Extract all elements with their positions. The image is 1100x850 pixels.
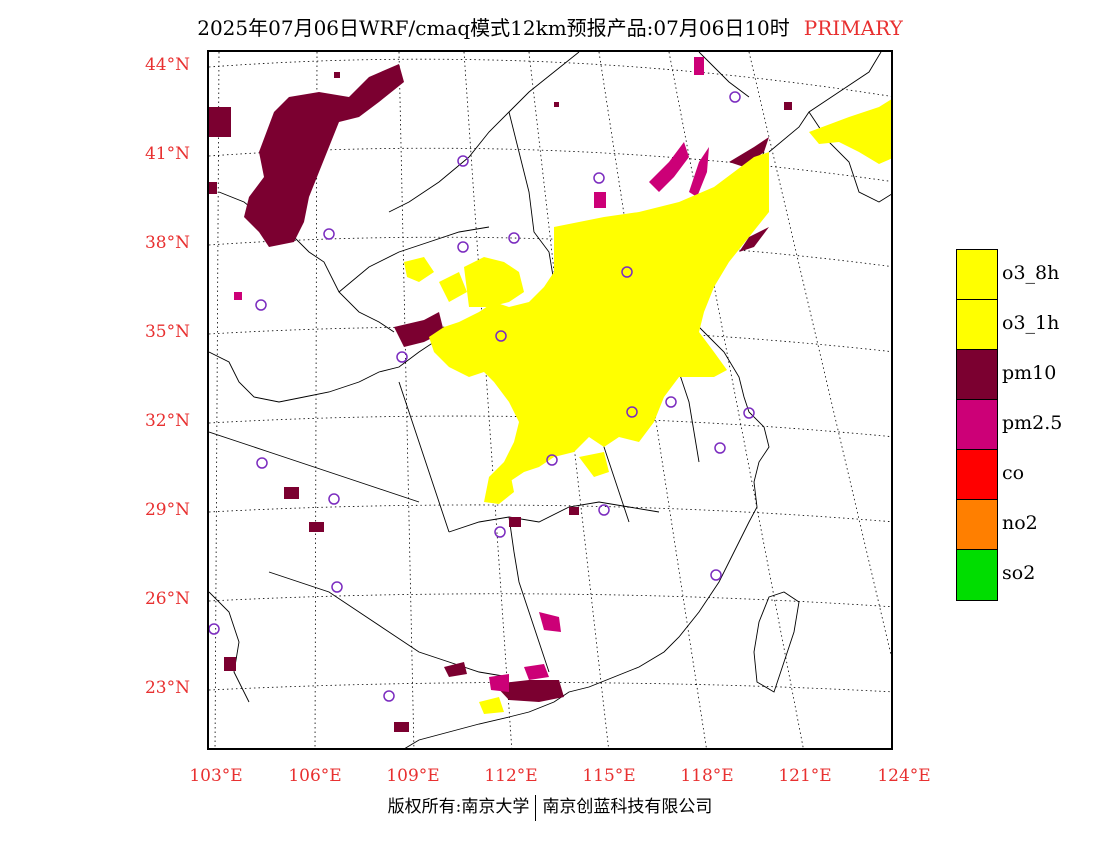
lon-label-103: 103°E <box>189 766 243 786</box>
lat-label-35: 35°N <box>144 322 190 342</box>
legend-swatch-pm10 <box>957 350 997 400</box>
copyright-left: 版权所有:南京大学 <box>387 797 530 817</box>
o3-areas <box>404 99 891 714</box>
copyright-divider <box>535 794 537 821</box>
legend-swatch-o3-8h <box>957 250 997 300</box>
copyright: 版权所有:南京大学 南京创蓝科技有限公司 <box>0 792 1100 821</box>
lat-label-44: 44°N <box>144 55 190 75</box>
legend-label-o3-8h: o3_8h <box>1002 262 1060 284</box>
lat-label-29: 29°N <box>144 500 190 520</box>
legend-label-pm10: pm10 <box>1002 362 1057 384</box>
lon-label-106: 106°E <box>288 766 342 786</box>
lat-label-32: 32°N <box>144 411 190 431</box>
lon-label-109: 109°E <box>386 766 440 786</box>
stations <box>209 91 755 702</box>
product-tag: PRIMARY <box>803 16 903 40</box>
legend-label-o3-1h: o3_1h <box>1002 312 1060 334</box>
lat-label-23: 23°N <box>144 678 190 698</box>
copyright-right: 南京创蓝科技有限公司 <box>542 797 713 817</box>
legend-label-co: co <box>1002 462 1025 484</box>
legend-label-pm25: pm2.5 <box>1002 412 1063 434</box>
forecast-map <box>209 52 891 748</box>
lat-label-41: 41°N <box>144 144 190 164</box>
lat-label-26: 26°N <box>144 589 190 609</box>
legend-swatch-o3-1h <box>957 300 997 350</box>
legend-label-no2: no2 <box>1002 512 1038 534</box>
title-text: 2025年07月06日WRF/cmaq模式12km预报产品:07月06日10时 <box>197 16 790 40</box>
legend-swatch-co <box>957 450 997 500</box>
map-title: 2025年07月06日WRF/cmaq模式12km预报产品:07月06日10时 P… <box>0 12 1100 41</box>
lat-label-38: 38°N <box>144 233 190 253</box>
legend <box>956 249 998 601</box>
lon-label-115: 115°E <box>582 766 636 786</box>
lon-label-121: 121°E <box>778 766 832 786</box>
legend-label-so2: so2 <box>1002 562 1036 584</box>
legend-swatch-pm25 <box>957 400 997 450</box>
legend-swatch-no2 <box>957 500 997 550</box>
lon-label-124: 124°E <box>877 766 931 786</box>
lon-label-112: 112°E <box>484 766 538 786</box>
map-panel <box>207 50 893 750</box>
lon-label-118: 118°E <box>680 766 734 786</box>
legend-swatch-so2 <box>957 550 997 600</box>
